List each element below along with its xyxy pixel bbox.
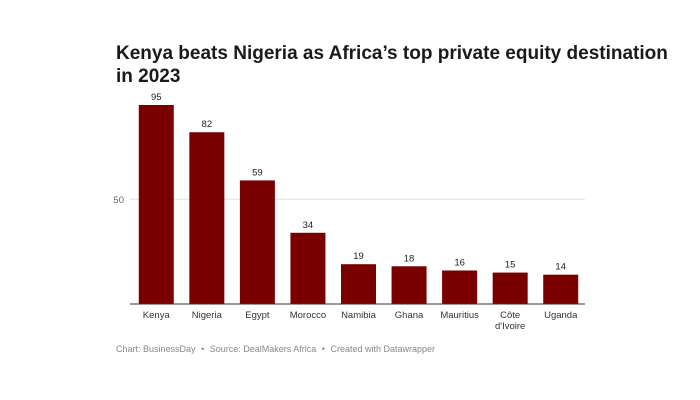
category-label: Ghana	[395, 310, 424, 321]
bar	[341, 264, 376, 304]
bar	[138, 105, 174, 304]
category-label: Uganda	[544, 310, 578, 321]
value-label: 16	[454, 257, 465, 268]
value-label: 34	[303, 220, 314, 231]
bar	[189, 132, 225, 304]
bar	[492, 272, 528, 304]
category-label-line: Namibia	[341, 310, 377, 321]
source-credit: Source: DealMakers Africa	[209, 344, 317, 354]
category-label-line: Egypt	[245, 310, 270, 321]
bar	[391, 266, 427, 304]
value-label: 14	[555, 262, 566, 273]
chart-footer: Chart: BusinessDay • Source: DealMakers …	[116, 344, 435, 354]
bar	[543, 274, 579, 304]
category-label-line: Côte	[500, 310, 520, 321]
value-label: 95	[151, 92, 162, 103]
category-labels: Kenya Nigeria Egypt Morocco Namibia Ghana Maur…	[143, 310, 578, 332]
category-label-line: Mauritius	[440, 310, 479, 321]
value-label: 82	[202, 119, 213, 130]
category-label: Egypt	[245, 310, 270, 321]
bar	[239, 180, 275, 304]
category-label: Côte d'Ivoire	[495, 310, 525, 332]
chart-title: Kenya beats Nigeria as Africa’s top priv…	[116, 43, 668, 87]
category-label: Nigeria	[192, 310, 223, 321]
bar	[442, 270, 478, 304]
gridlines: 50	[113, 195, 585, 206]
created-with: Created with Datawrapper	[330, 344, 436, 354]
value-label: 15	[505, 260, 516, 271]
category-label-line: Uganda	[544, 310, 578, 321]
y-tick-label: 50	[113, 195, 124, 206]
value-label: 59	[252, 167, 263, 178]
footer-separator: •	[201, 344, 205, 354]
category-label: Kenya	[143, 310, 171, 321]
chart-credit: Chart: BusinessDay	[116, 344, 196, 354]
category-label-line: Nigeria	[192, 310, 223, 321]
category-label: Morocco	[290, 310, 326, 321]
category-label: Namibia	[341, 310, 377, 321]
value-label: 18	[404, 253, 415, 264]
category-label-line: d'Ivoire	[495, 321, 525, 332]
value-labels: 95 82 59 34 19 18 16 15 14	[151, 92, 566, 273]
bar	[290, 232, 326, 304]
footer-separator: •	[321, 344, 325, 354]
category-label-line: Morocco	[290, 310, 326, 321]
category-label: Mauritius	[440, 310, 479, 321]
value-label: 19	[353, 251, 364, 262]
category-label-line: Kenya	[143, 310, 171, 321]
bars	[138, 105, 579, 304]
category-label-line: Ghana	[395, 310, 424, 321]
